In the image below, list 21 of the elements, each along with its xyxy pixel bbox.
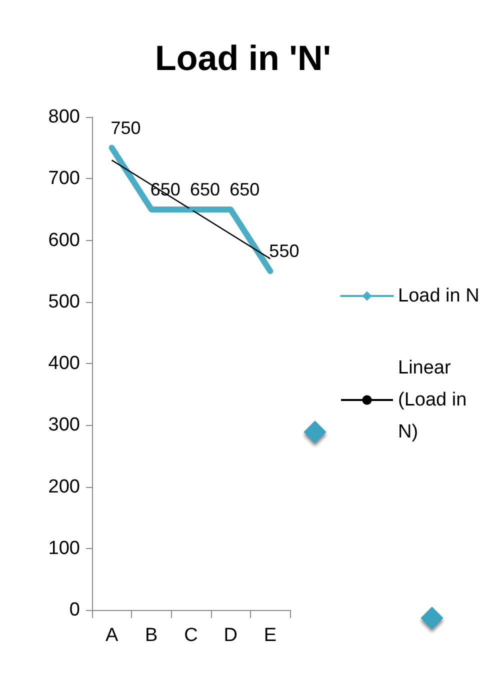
x-tick-label: E	[264, 625, 277, 646]
data-label: 550	[269, 241, 300, 262]
x-tick-label: A	[105, 625, 118, 646]
data-label: 650	[230, 179, 260, 200]
y-tick-label: 400	[48, 353, 80, 374]
data-label: 650	[190, 179, 220, 200]
y-tick-label: 500	[48, 291, 80, 312]
y-tick-label: 100	[48, 538, 80, 559]
x-tick-label: D	[224, 625, 238, 646]
y-tick-label: 800	[48, 106, 80, 128]
legend-label: Linear (Load in N)	[398, 358, 472, 442]
y-tick-label: 0	[69, 600, 80, 620]
chart-title: Load in 'N'	[155, 39, 332, 78]
y-tick-label: 600	[48, 230, 80, 251]
x-tick-label: B	[145, 625, 158, 646]
legend-label: Load in N	[398, 286, 480, 306]
data-label: 750	[110, 118, 141, 138]
y-tick-label: 300	[48, 414, 80, 436]
y-tick-label: 700	[48, 168, 80, 190]
y-tick-label: 200	[48, 476, 80, 498]
x-tick-label: C	[184, 625, 198, 646]
